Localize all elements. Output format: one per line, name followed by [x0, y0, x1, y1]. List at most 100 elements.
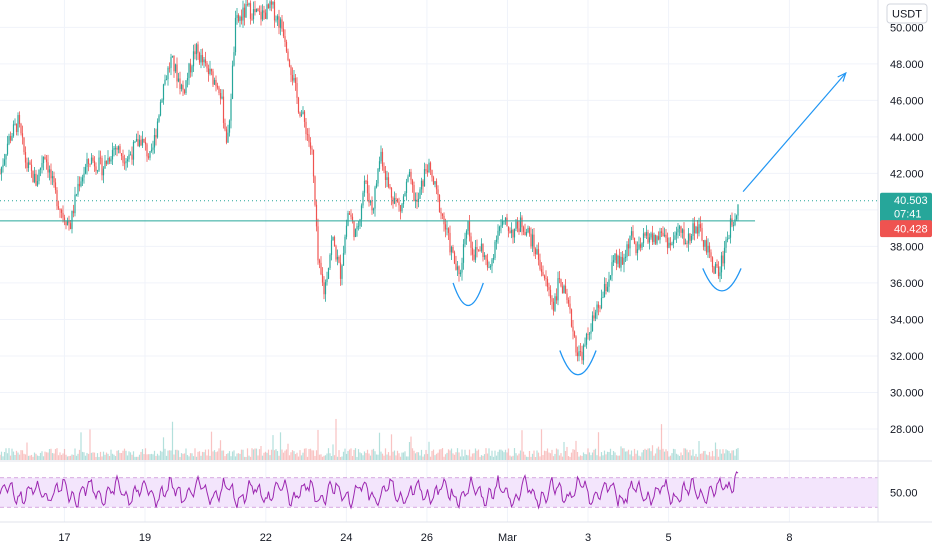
volume-bar [147, 454, 150, 460]
candle-body [96, 170, 99, 172]
volume-bar [170, 450, 172, 460]
candle-body [465, 230, 468, 239]
candle-body [672, 239, 675, 244]
candle-body [600, 297, 603, 309]
rsi-line [0, 471, 739, 510]
candle-body [602, 296, 604, 298]
volume-bar [33, 452, 36, 460]
volume-bar [605, 454, 607, 460]
candle-body [401, 204, 403, 212]
volume-bar [143, 454, 145, 460]
candle-body [93, 160, 96, 167]
volume-bar [356, 456, 358, 460]
volume-bar [311, 450, 313, 460]
volume-bar [119, 452, 121, 460]
volume-bar [84, 455, 87, 460]
volume-bar [338, 450, 340, 460]
candle-body [234, 17, 237, 53]
candle-body [470, 236, 472, 248]
volume-bar [707, 455, 709, 460]
volume-bar [459, 456, 462, 460]
candle-body [309, 142, 312, 149]
volume-bar [588, 452, 591, 460]
candle-body [107, 157, 109, 164]
volume-bar [600, 452, 603, 460]
candle-body [231, 65, 234, 99]
volume-bar [69, 455, 72, 460]
candle-body [620, 256, 622, 268]
candle-body [251, 18, 253, 20]
candle-body [723, 247, 726, 264]
candle-body [170, 57, 172, 68]
candle-body [200, 55, 202, 63]
volume-bar [90, 452, 93, 460]
candle-body [701, 227, 703, 241]
volume-bar [411, 448, 414, 460]
candle-body [593, 315, 595, 319]
volume-bar [363, 451, 366, 460]
candle-body [473, 254, 475, 260]
currency-badge-label: USDT [892, 9, 922, 21]
volume-bar [332, 444, 334, 460]
volume-bar [35, 453, 37, 460]
candle-body [179, 78, 181, 89]
volume-bar [599, 456, 601, 460]
candle-body [140, 139, 142, 146]
candle-body [398, 201, 400, 206]
candle-body [161, 99, 163, 103]
candle-body [243, 7, 246, 18]
candle-body [366, 181, 369, 194]
y-tick-label: 46.000 [890, 95, 924, 107]
candle-body [431, 170, 433, 178]
candle-body [452, 246, 454, 253]
candle-body [713, 267, 715, 274]
volume-bar [495, 455, 498, 460]
candle-body [266, 4, 268, 19]
volume-bar [269, 455, 271, 460]
candle-body [666, 237, 669, 248]
volume-bar [251, 448, 253, 460]
candle-body [612, 260, 615, 263]
candle-body [521, 217, 523, 228]
x-tick-label: 24 [340, 532, 352, 544]
volume-bar [515, 453, 517, 460]
candle-body [693, 223, 696, 234]
volume-bar [518, 453, 520, 460]
volume-bar [36, 455, 39, 460]
volume-bar [45, 452, 48, 460]
volume-bar [662, 448, 664, 460]
candle-body [489, 266, 492, 268]
candle-body [714, 264, 717, 274]
candle-body [288, 60, 291, 67]
candle-body [588, 333, 591, 335]
candle-body [729, 218, 732, 238]
volume-bar [9, 455, 12, 460]
volume-bar [399, 456, 402, 460]
candle-body [624, 256, 627, 259]
candle-body [306, 134, 309, 135]
volume-bar [293, 451, 295, 460]
x-tick-label: Mar [498, 532, 517, 544]
volume-bar [558, 455, 561, 460]
target-arrow-head [837, 71, 847, 82]
volume-bar [668, 456, 670, 460]
candle-body [186, 78, 189, 81]
candle-body [297, 97, 300, 113]
candle-body [468, 221, 471, 237]
volume-bar [288, 455, 291, 460]
volume-bar [51, 453, 54, 460]
volume-bar [348, 449, 351, 460]
volume-bar [507, 448, 510, 460]
volume-bar [647, 448, 649, 460]
volume-bar [180, 453, 183, 460]
candle-body [278, 16, 280, 28]
volume-bar [408, 442, 411, 460]
volume-bar [423, 454, 426, 460]
volume-bar [252, 449, 255, 460]
volume-bar [14, 454, 16, 460]
candle-body [441, 213, 444, 216]
candle-body [552, 301, 555, 311]
volume-bar [543, 450, 546, 460]
